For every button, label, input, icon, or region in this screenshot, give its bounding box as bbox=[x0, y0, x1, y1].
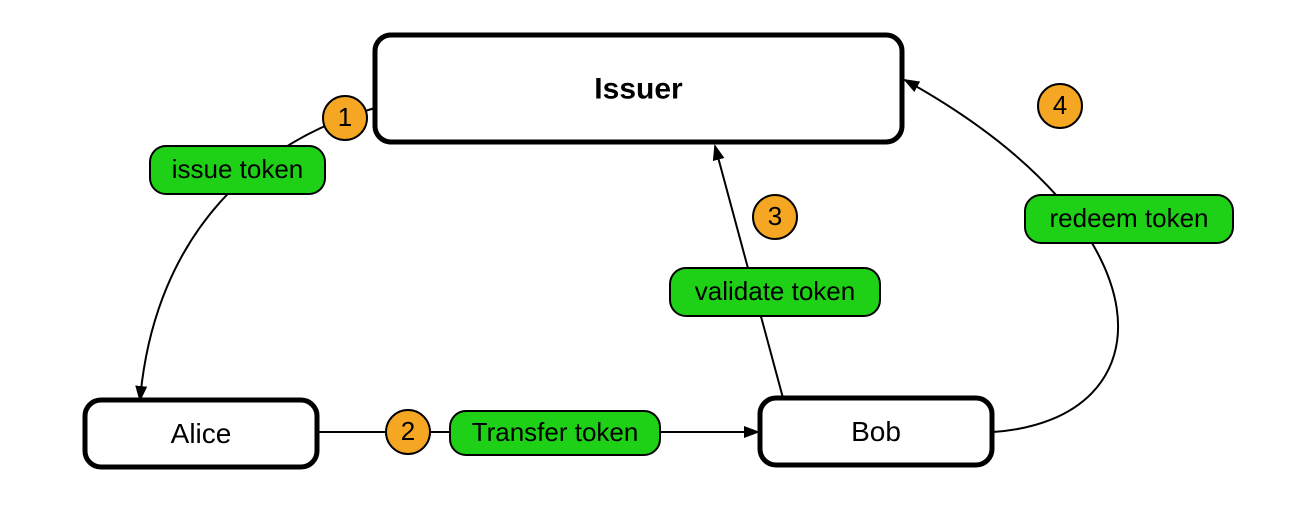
action-issue: issue token bbox=[150, 146, 325, 194]
step-s3-label: 3 bbox=[768, 201, 782, 231]
node-issuer-label: Issuer bbox=[594, 72, 683, 105]
action-redeem: redeem token bbox=[1025, 195, 1233, 243]
step-s1: 1 bbox=[323, 96, 367, 140]
step-s1-label: 1 bbox=[338, 102, 352, 132]
step-s2-label: 2 bbox=[401, 416, 415, 446]
action-issue-label: issue token bbox=[172, 154, 304, 184]
action-validate: validate token bbox=[670, 268, 880, 316]
edge-e4 bbox=[905, 80, 1118, 432]
node-issuer: Issuer bbox=[375, 35, 902, 142]
node-alice: Alice bbox=[85, 400, 317, 467]
action-transfer-label: Transfer token bbox=[472, 417, 639, 447]
node-bob: Bob bbox=[760, 398, 992, 465]
action-redeem-label: redeem token bbox=[1050, 203, 1209, 233]
step-s2: 2 bbox=[386, 410, 430, 454]
step-s4-label: 4 bbox=[1053, 90, 1067, 120]
nodes: Issuer Alice Bob bbox=[85, 35, 992, 467]
action-validate-label: validate token bbox=[695, 276, 855, 306]
node-alice-label: Alice bbox=[171, 418, 232, 449]
node-bob-label: Bob bbox=[851, 416, 901, 447]
step-s4: 4 bbox=[1038, 84, 1082, 128]
action-transfer: Transfer token bbox=[450, 411, 660, 455]
step-s3: 3 bbox=[753, 195, 797, 239]
